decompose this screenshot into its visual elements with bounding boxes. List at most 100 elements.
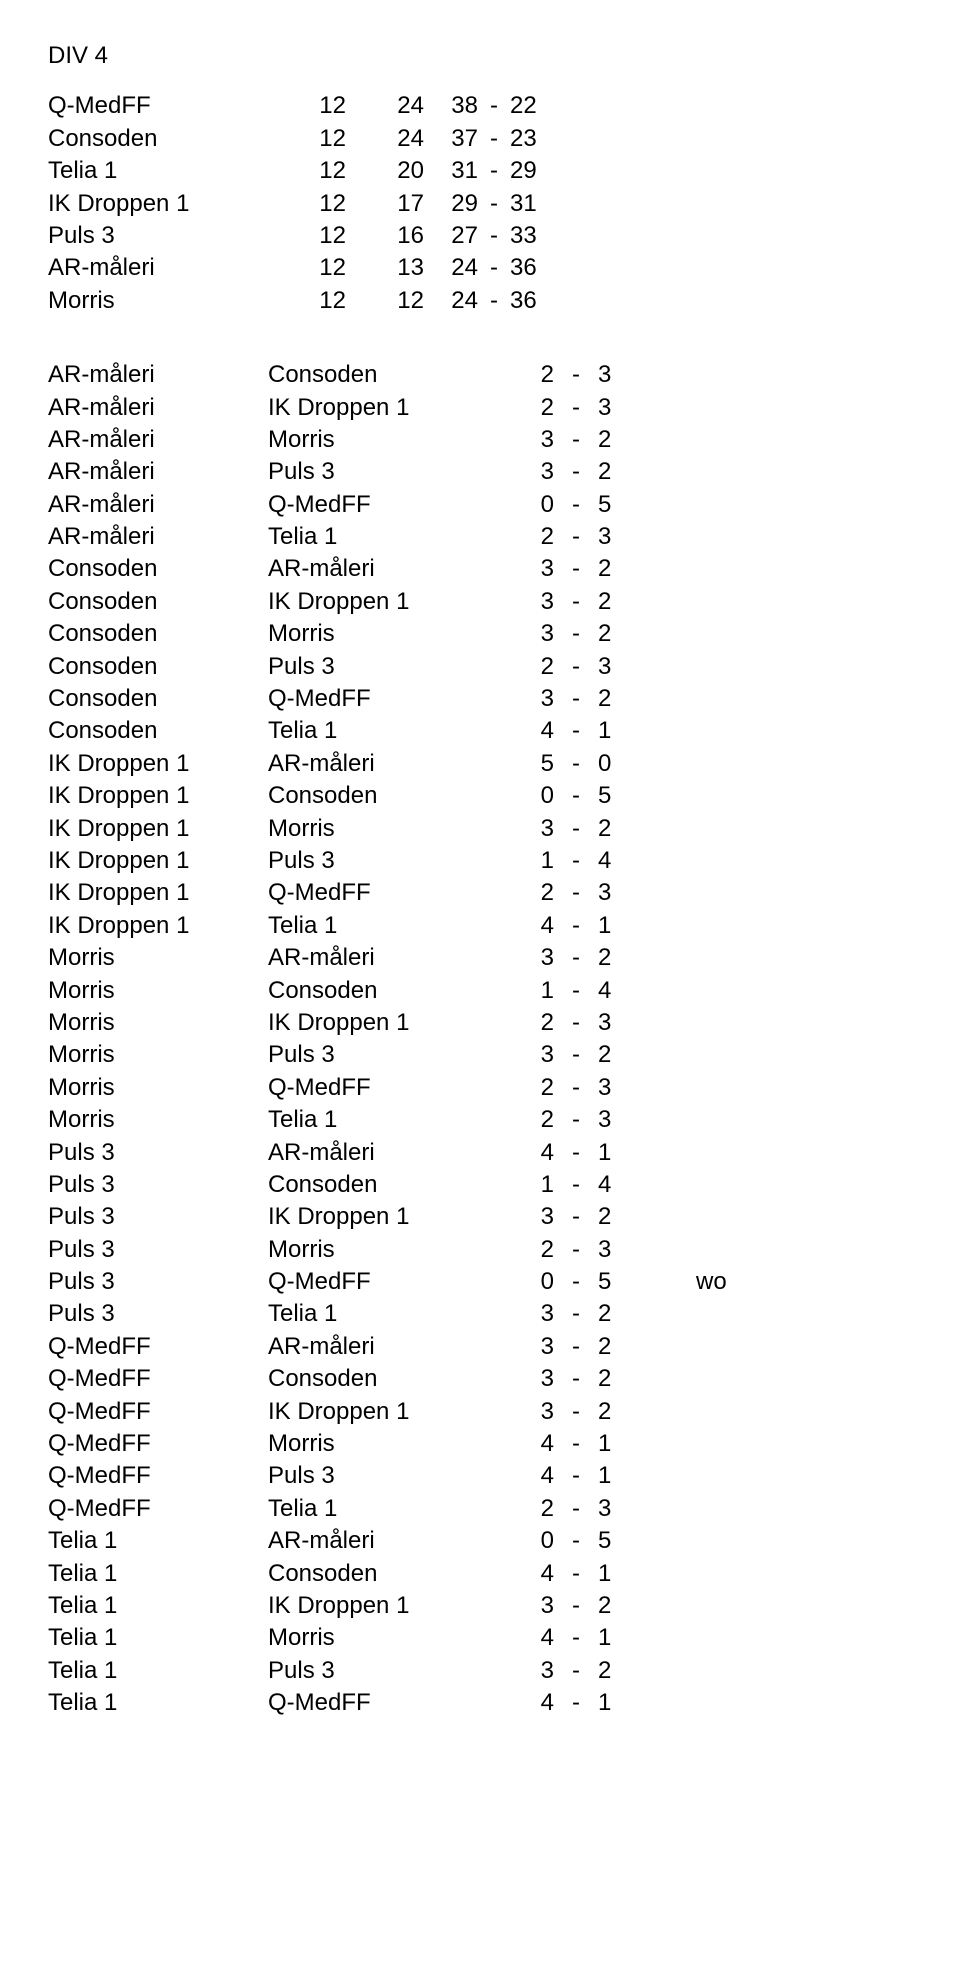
result-score-away: 5 (598, 489, 664, 521)
result-row: ConsodenAR-måleri3-2 (48, 553, 912, 585)
standings-pts: 12 (346, 285, 424, 317)
result-score-home: 3 (488, 813, 554, 845)
score-separator: - (554, 618, 598, 650)
result-row: Telia 1AR-måleri0-5 (48, 1525, 912, 1557)
result-score-home: 2 (488, 521, 554, 553)
result-row: ConsodenQ-MedFF3-2 (48, 683, 912, 715)
result-away: Puls 3 (268, 1655, 488, 1687)
result-away: AR-måleri (268, 1525, 488, 1557)
result-score-home: 4 (488, 1428, 554, 1460)
result-score-home: 3 (488, 1331, 554, 1363)
result-away: AR-måleri (268, 942, 488, 974)
score-separator: - (554, 1687, 598, 1719)
result-score-home: 2 (488, 877, 554, 909)
result-score-away: 3 (598, 521, 664, 553)
result-home: Telia 1 (48, 1687, 268, 1719)
score-separator: - (554, 715, 598, 747)
result-away: Morris (268, 1234, 488, 1266)
result-away: AR-måleri (268, 1331, 488, 1363)
score-separator: - (554, 1428, 598, 1460)
result-score-home: 4 (488, 1687, 554, 1719)
score-separator: - (554, 942, 598, 974)
result-home: Q-MedFF (48, 1396, 268, 1428)
result-note (664, 521, 756, 553)
result-note (664, 553, 756, 585)
result-away: Q-MedFF (268, 877, 488, 909)
score-separator: - (554, 1622, 598, 1654)
result-row: AR-måleriPuls 33-2 (48, 456, 912, 488)
result-row: ConsodenMorris3-2 (48, 618, 912, 650)
result-note (664, 651, 756, 683)
result-score-home: 2 (488, 1104, 554, 1136)
score-separator: - (554, 975, 598, 1007)
result-row: Puls 3Morris2-3 (48, 1234, 912, 1266)
result-row: Q-MedFFMorris4-1 (48, 1428, 912, 1460)
score-separator: - (554, 877, 598, 909)
result-score-away: 0 (598, 748, 664, 780)
result-score-home: 4 (488, 1622, 554, 1654)
score-separator: - (554, 489, 598, 521)
result-score-home: 4 (488, 715, 554, 747)
result-note (664, 1201, 756, 1233)
standings-team: Puls 3 (48, 220, 268, 252)
result-home: Morris (48, 942, 268, 974)
result-row: AR-måleriConsoden2-3 (48, 359, 912, 391)
result-home: AR-måleri (48, 359, 268, 391)
result-score-home: 3 (488, 1590, 554, 1622)
standings-pts: 16 (346, 220, 424, 252)
standings-played: 12 (268, 188, 346, 220)
result-home: Consoden (48, 553, 268, 585)
result-row: IK Droppen 1Puls 31-4 (48, 845, 912, 877)
result-row: Q-MedFFConsoden3-2 (48, 1363, 912, 1395)
result-home: IK Droppen 1 (48, 748, 268, 780)
result-home: Consoden (48, 618, 268, 650)
result-away: Puls 3 (268, 651, 488, 683)
score-separator: - (554, 845, 598, 877)
result-row: ConsodenPuls 32-3 (48, 651, 912, 683)
standings-played: 12 (268, 220, 346, 252)
score-separator: - (554, 1331, 598, 1363)
result-note (664, 489, 756, 521)
result-home: Consoden (48, 715, 268, 747)
result-away: Telia 1 (268, 910, 488, 942)
result-note (664, 1428, 756, 1460)
result-home: Telia 1 (48, 1590, 268, 1622)
score-separator: - (554, 1007, 598, 1039)
score-separator: - (554, 1655, 598, 1687)
standings-for: 29 (424, 188, 478, 220)
result-row: Puls 3AR-måleri4-1 (48, 1137, 912, 1169)
result-row: MorrisQ-MedFF2-3 (48, 1072, 912, 1104)
result-note (664, 1687, 756, 1719)
standings-against: 36 (510, 285, 564, 317)
standings-against: 33 (510, 220, 564, 252)
result-score-away: 1 (598, 1460, 664, 1492)
score-separator: - (554, 521, 598, 553)
result-score-away: 1 (598, 1137, 664, 1169)
score-separator: - (554, 1201, 598, 1233)
result-home: Q-MedFF (48, 1460, 268, 1492)
result-row: AR-måleriQ-MedFF0-5 (48, 489, 912, 521)
result-away: Consoden (268, 1363, 488, 1395)
result-score-home: 1 (488, 1169, 554, 1201)
result-home: AR-måleri (48, 521, 268, 553)
result-away: AR-måleri (268, 748, 488, 780)
result-away: IK Droppen 1 (268, 586, 488, 618)
result-score-home: 4 (488, 1137, 554, 1169)
result-score-away: 4 (598, 1169, 664, 1201)
standings-played: 12 (268, 123, 346, 155)
result-note (664, 359, 756, 391)
score-separator: - (554, 1493, 598, 1525)
result-row: Telia 1Morris4-1 (48, 1622, 912, 1654)
result-home: Puls 3 (48, 1137, 268, 1169)
result-row: AR-måleriTelia 12-3 (48, 521, 912, 553)
score-separator: - (554, 1169, 598, 1201)
result-home: AR-måleri (48, 456, 268, 488)
result-score-away: 2 (598, 618, 664, 650)
result-home: Puls 3 (48, 1298, 268, 1330)
score-separator: - (478, 155, 510, 187)
result-home: Q-MedFF (48, 1331, 268, 1363)
result-note (664, 1072, 756, 1104)
standings-table: Q-MedFF122438-22Consoden122437-23Telia 1… (48, 90, 912, 317)
result-score-away: 3 (598, 359, 664, 391)
result-score-away: 2 (598, 1590, 664, 1622)
